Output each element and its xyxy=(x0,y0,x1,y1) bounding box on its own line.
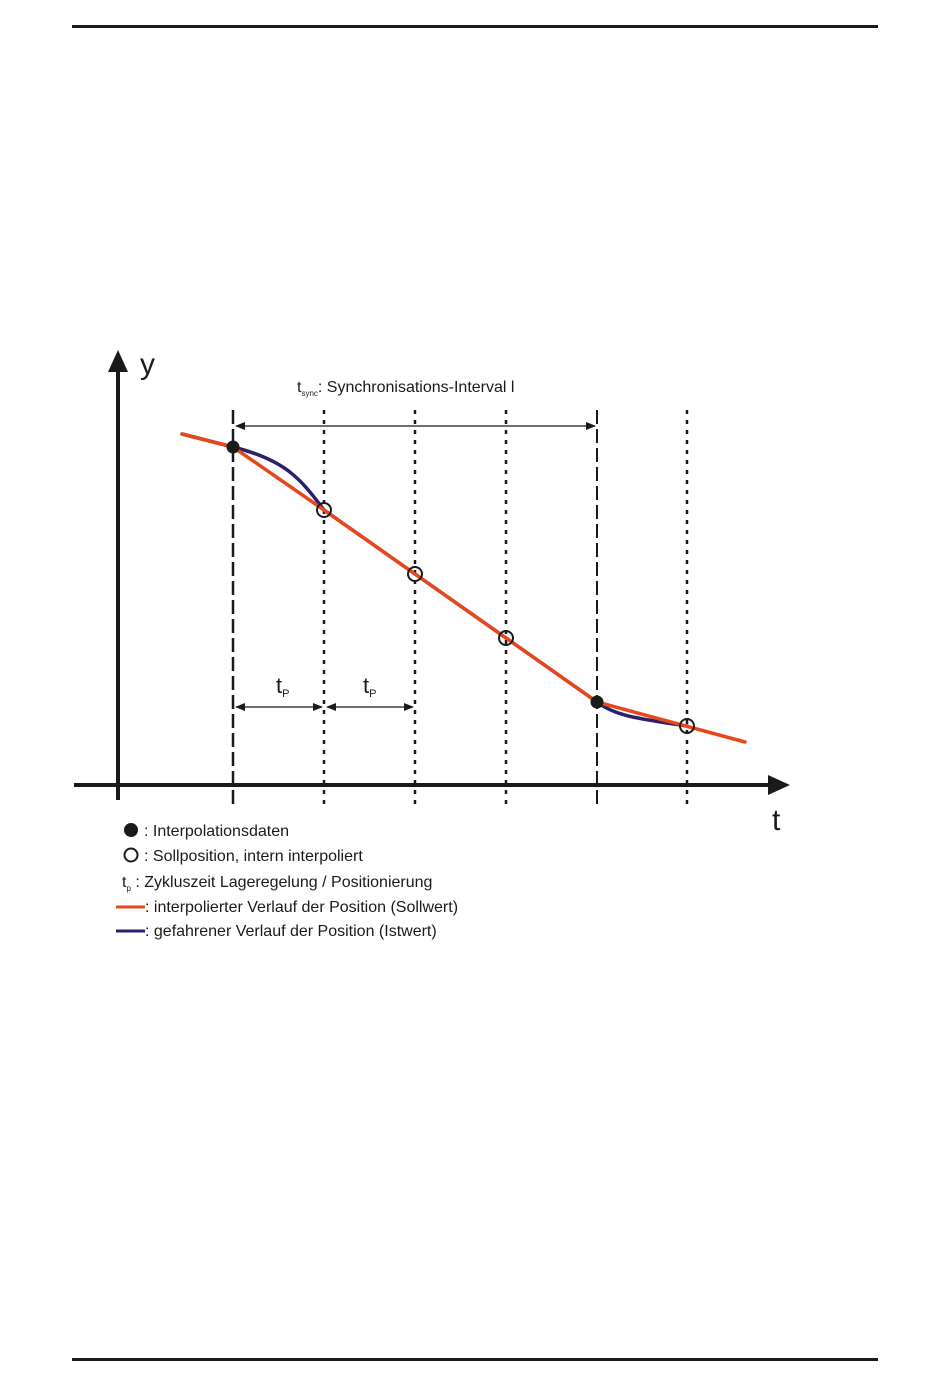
legend: : Interpolationsdaten : Sollposition, in… xyxy=(116,823,458,940)
tp-label-1: tP xyxy=(276,673,289,700)
x-axis-label: t xyxy=(772,804,781,837)
legend-filled-dot-icon xyxy=(124,823,138,837)
interval-lines xyxy=(231,410,689,808)
interpolation-point-1 xyxy=(226,440,240,454)
sync-interval-label: tsync: Synchronisations-Interval l xyxy=(297,379,514,398)
legend-item-cycle-time: tp : Zykluszeit Lageregelung / Positioni… xyxy=(122,874,432,893)
interpolation-points xyxy=(226,440,695,734)
legend-item-setpoint-position: : Sollposition, intern interpoliert xyxy=(144,848,363,865)
actual-position-curve xyxy=(180,432,689,728)
bottom-rule xyxy=(72,1358,878,1361)
position-curves xyxy=(180,432,747,744)
setpoint-circle-2 xyxy=(407,566,423,582)
y-axis-arrowhead xyxy=(108,350,128,372)
axes: y t xyxy=(74,348,790,837)
interpolation-point-2 xyxy=(590,695,604,709)
x-axis-arrowhead xyxy=(768,775,790,795)
top-rule xyxy=(72,25,878,28)
setpoint-circle-1 xyxy=(316,502,332,518)
legend-item-actual-curve: : gefahrener Verlauf der Position (Istwe… xyxy=(145,923,437,940)
y-axis-label: y xyxy=(140,348,155,381)
tp-dimensions: tP tP xyxy=(235,673,414,711)
setpoint-position-curve xyxy=(180,432,747,744)
tp-label-2: tP xyxy=(363,673,376,700)
setpoint-circle-3 xyxy=(498,630,514,646)
legend-open-circle-icon xyxy=(123,847,139,863)
legend-item-interpolation-data: : Interpolationsdaten xyxy=(144,823,289,840)
legend-item-setpoint-curve: : interpolierter Verlauf der Position (S… xyxy=(145,899,458,916)
setpoint-circle-4 xyxy=(679,718,695,734)
sync-interval-dimension: tsync: Synchronisations-Interval l xyxy=(235,379,596,430)
